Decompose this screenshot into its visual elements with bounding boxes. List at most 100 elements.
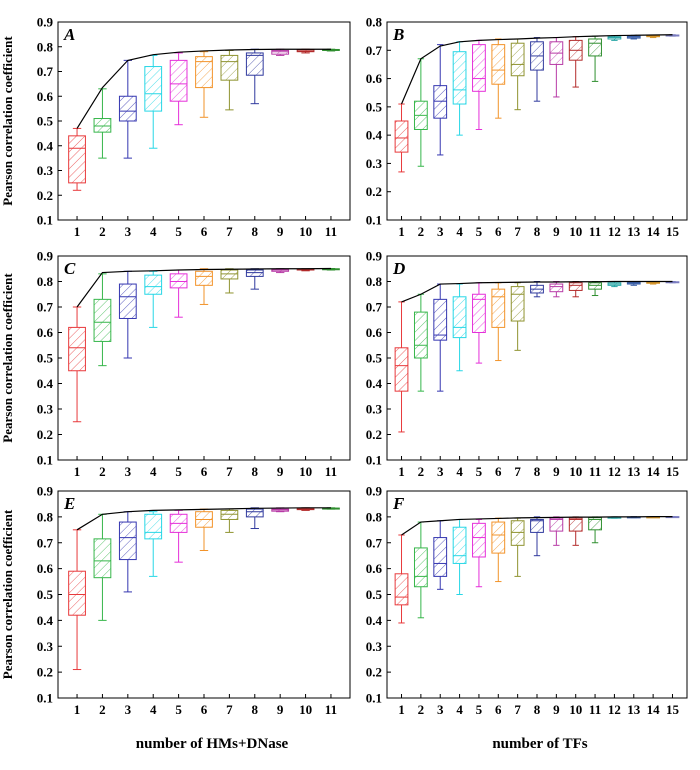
box-8 bbox=[530, 281, 544, 298]
x-tick-label: 11 bbox=[325, 464, 337, 479]
x-tick-label: 3 bbox=[125, 464, 132, 479]
box-body bbox=[588, 282, 602, 290]
box-5 bbox=[169, 269, 188, 318]
box-5 bbox=[169, 52, 188, 126]
x-tick-label: 13 bbox=[627, 702, 641, 717]
y-tick-label: 0.9 bbox=[366, 249, 383, 264]
y-tick-label: 0.3 bbox=[366, 156, 383, 171]
box-body bbox=[510, 286, 525, 322]
panel-a: 0.1 0.2 0.3 0.4 0.5 0.6 0.7 0.8 0.9 1 2 3 4 5 6 7 8 9 10 11… bbox=[0, 15, 351, 239]
box-8 bbox=[245, 507, 264, 530]
x-tick-label: 2 bbox=[418, 464, 425, 479]
y-tick-label: 0.9 bbox=[37, 484, 54, 499]
panel-d: 0.10.20.30.40.50.60.70.80.91 2 3 4 5 6 7 8 9 10 11… bbox=[366, 249, 688, 479]
x-tick-label: 6 bbox=[495, 224, 502, 239]
box-body bbox=[413, 311, 428, 359]
box-body bbox=[118, 95, 137, 122]
x-tick-label: 5 bbox=[476, 464, 483, 479]
x-tick-label: 5 bbox=[175, 224, 182, 239]
y-tick-label: 0.1 bbox=[366, 691, 382, 706]
box-body bbox=[118, 521, 137, 561]
box-body bbox=[433, 298, 448, 341]
x-tick-label: 2 bbox=[418, 702, 425, 717]
box-3 bbox=[433, 520, 448, 590]
x-tick-label: 13 bbox=[627, 464, 641, 479]
panel-letter: F bbox=[392, 494, 405, 513]
x-tick-label: 11 bbox=[589, 702, 601, 717]
x-tick-label: 10 bbox=[569, 464, 582, 479]
box-13 bbox=[626, 34, 641, 40]
x-tick-label: 4 bbox=[150, 464, 157, 479]
box-body bbox=[245, 508, 264, 518]
y-tick-label: 0.1 bbox=[37, 453, 53, 468]
box-7 bbox=[220, 49, 239, 111]
y-tick-label: 0.1 bbox=[366, 213, 382, 228]
x-tick-label: 9 bbox=[553, 224, 560, 239]
box-1 bbox=[394, 534, 409, 624]
y-axis-label: Pearson correlation coefficient bbox=[0, 273, 15, 443]
box-body bbox=[433, 85, 448, 119]
box-3 bbox=[118, 270, 137, 359]
y-tick-label: 0.7 bbox=[37, 300, 54, 315]
x-tick-label: 10 bbox=[299, 224, 312, 239]
y-tick-label: 0.3 bbox=[37, 639, 54, 654]
box-9 bbox=[271, 48, 290, 56]
y-tick-label: 0.6 bbox=[366, 71, 383, 86]
x-tick-label: 4 bbox=[456, 464, 463, 479]
x-tick-label: 3 bbox=[437, 224, 444, 239]
box-body bbox=[394, 120, 409, 153]
y-axis-label: Pearson correlation coefficient bbox=[0, 509, 15, 679]
x-tick-label: 12 bbox=[608, 464, 621, 479]
box-2 bbox=[93, 513, 112, 621]
panel-letter: D bbox=[392, 259, 405, 278]
box-body bbox=[195, 56, 213, 89]
box-body bbox=[195, 270, 213, 286]
x-tick-label: 1 bbox=[74, 224, 81, 239]
x-tick-label: 14 bbox=[647, 702, 661, 717]
box-body bbox=[169, 59, 188, 102]
box-11 bbox=[588, 35, 602, 82]
box-8 bbox=[530, 37, 544, 102]
x-tick-label: 9 bbox=[277, 224, 284, 239]
y-tick-label: 0.3 bbox=[366, 402, 383, 417]
box-1 bbox=[394, 301, 409, 433]
y-tick-label: 0.9 bbox=[366, 484, 383, 499]
x-tick-label: 5 bbox=[476, 702, 483, 717]
x-tick-label: 4 bbox=[150, 224, 157, 239]
box-9 bbox=[549, 516, 564, 546]
x-tick-label: 14 bbox=[647, 224, 661, 239]
panel-b: 0.10.20.30.40.50.60.70.81 2 3 4 5 6 7 8 9 10 11 12 1… bbox=[366, 15, 688, 239]
max-trend-line bbox=[401, 516, 673, 536]
y-tick-label: 0.8 bbox=[37, 274, 54, 289]
x-tick-label: 5 bbox=[476, 224, 483, 239]
x-tick-label: 3 bbox=[125, 702, 132, 717]
box-body bbox=[452, 51, 467, 105]
box-body bbox=[220, 54, 239, 81]
box-6 bbox=[195, 268, 213, 305]
box-7 bbox=[510, 517, 525, 577]
y-tick-label: 0.4 bbox=[366, 128, 383, 143]
y-tick-label: 0.3 bbox=[366, 639, 383, 654]
panel-letter: B bbox=[392, 25, 404, 44]
x-tick-label: 10 bbox=[299, 464, 312, 479]
box-2 bbox=[413, 293, 428, 392]
y-tick-label: 0.7 bbox=[37, 535, 54, 550]
y-tick-label: 0.2 bbox=[366, 184, 382, 199]
x-tick-label: 15 bbox=[666, 464, 680, 479]
x-tick-label: 14 bbox=[647, 464, 661, 479]
box-7 bbox=[220, 508, 239, 533]
y-axis-label: Pearson correlation coefficient bbox=[0, 36, 15, 206]
panel-f: 0.10.20.30.40.50.60.70.80.91 2 3 4 5 6 7 8 9 10 11… bbox=[366, 484, 688, 717]
box-body bbox=[220, 269, 239, 280]
x-tick-label: 5 bbox=[175, 464, 182, 479]
x-tick-label: 5 bbox=[175, 702, 182, 717]
max-trend-line bbox=[400, 34, 673, 105]
box-10 bbox=[568, 516, 583, 546]
x-tick-label: 1 bbox=[398, 224, 405, 239]
y-tick-label: 0.5 bbox=[37, 351, 54, 366]
y-tick-label: 0.2 bbox=[37, 188, 53, 203]
x-tick-label: 11 bbox=[589, 224, 601, 239]
x-tick-label: 3 bbox=[125, 224, 132, 239]
x-tick-label: 8 bbox=[534, 702, 541, 717]
